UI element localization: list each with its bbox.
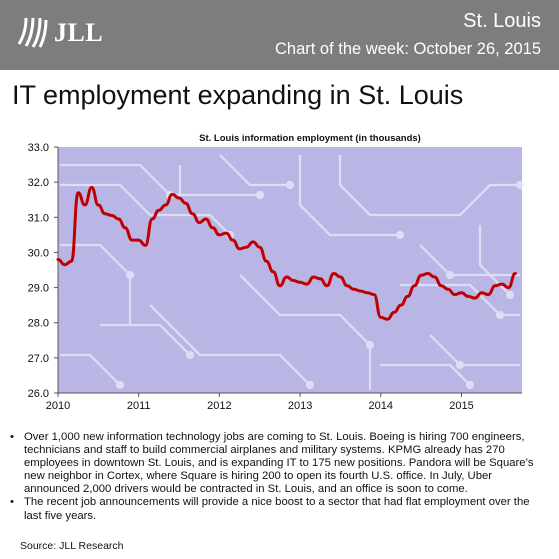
bullet-dot: • xyxy=(10,496,14,509)
x-tick-label: 2013 xyxy=(288,400,312,412)
chart-title: St. Louis information employment (in tho… xyxy=(199,133,421,144)
jll-logo-icon xyxy=(14,14,50,50)
circuit-node xyxy=(255,190,265,200)
circuit-node xyxy=(465,380,475,390)
y-tick-label: 33.0 xyxy=(28,142,49,154)
bullet-item: • The recent job announcements will prov… xyxy=(10,496,550,522)
y-tick-label: 31.0 xyxy=(28,212,49,224)
y-tick-label: 28.0 xyxy=(28,318,49,330)
circuit-node xyxy=(445,270,455,280)
circuit-node xyxy=(455,360,465,370)
circuit-node xyxy=(185,350,195,360)
circuit-trace xyxy=(219,154,290,187)
x-tick-label: 2015 xyxy=(449,400,473,412)
circuit-node xyxy=(505,290,515,300)
page-title: IT employment expanding in St. Louis xyxy=(12,80,464,110)
y-tick-label: 30.0 xyxy=(28,247,49,259)
circuit-node xyxy=(125,270,135,280)
x-tick-label: 2012 xyxy=(207,400,231,412)
circuit-trace xyxy=(60,163,260,197)
circuit-trace xyxy=(298,155,400,237)
source-note: Source: JLL Research xyxy=(20,540,124,552)
circuit-node xyxy=(305,380,315,390)
chart-of-week-subtitle: Chart of the week: October 26, 2015 xyxy=(275,40,541,58)
circuit-node xyxy=(115,380,125,390)
chart-container: St. Louis information employment (in tho… xyxy=(0,125,559,425)
circuit-trace xyxy=(338,155,520,217)
circuit-node xyxy=(495,310,505,320)
logo-text: JLL xyxy=(54,18,104,47)
series-line xyxy=(56,185,517,321)
employment-chart: St. Louis information employment (in tho… xyxy=(28,133,525,412)
circuit-trace xyxy=(380,363,471,386)
bullet-dot: • xyxy=(10,431,14,443)
circuit-trace xyxy=(400,283,520,317)
y-tick-label: 27.0 xyxy=(28,353,49,365)
city-name: St. Louis xyxy=(463,10,541,32)
circuit-node xyxy=(515,180,525,190)
circuit-trace xyxy=(60,243,132,325)
circuit-trace xyxy=(100,323,191,356)
circuit-trace xyxy=(60,183,231,236)
y-tick-label: 32.0 xyxy=(28,177,49,189)
circuit-node xyxy=(365,340,375,350)
y-tick-label: 29.0 xyxy=(28,283,49,295)
circuit-node xyxy=(395,230,405,240)
bullet-text: Over 1,000 new information technology jo… xyxy=(24,431,534,496)
bullet-list: • Over 1,000 new information technology … xyxy=(10,431,550,523)
circuit-trace xyxy=(149,304,311,386)
bullet-item: • Over 1,000 new information technology … xyxy=(10,431,550,496)
bullet-text: The recent job announcements will provid… xyxy=(24,496,530,522)
y-tick-label: 26.0 xyxy=(28,388,49,400)
x-tick-label: 2010 xyxy=(46,400,70,412)
circuit-trace xyxy=(239,274,372,390)
header-bar: JLL St. Louis Chart of the week: October… xyxy=(0,0,559,70)
circuit-node xyxy=(285,180,295,190)
x-tick-label: 2011 xyxy=(127,400,151,412)
x-tick-label: 2014 xyxy=(369,400,393,412)
circuit-trace xyxy=(60,353,121,386)
jll-logo: JLL xyxy=(14,14,114,52)
